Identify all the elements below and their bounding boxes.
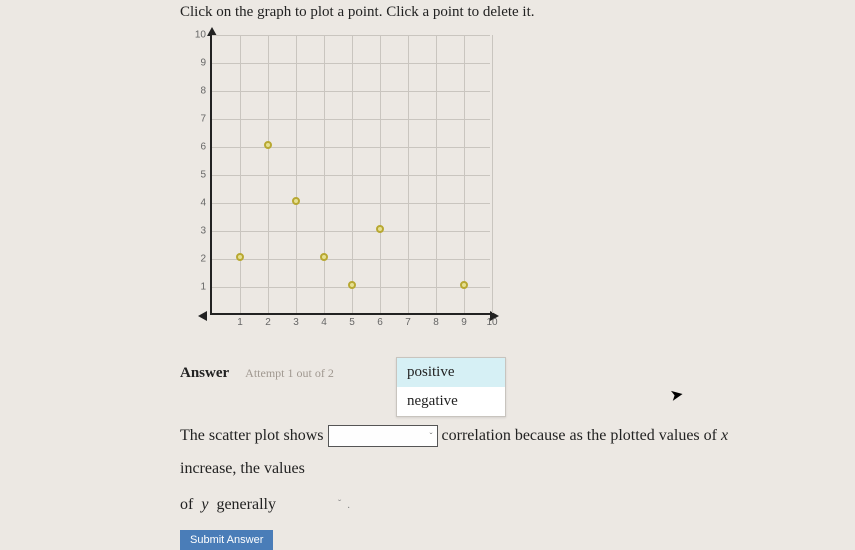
x-tick-label: 1	[237, 317, 243, 328]
correlation-select[interactable]: ˇ	[328, 425, 438, 447]
sentence-part1: The scatter plot shows	[180, 422, 324, 451]
gridline-v	[352, 35, 353, 313]
scatter-point[interactable]	[320, 253, 328, 261]
attempt-counter: Attempt 1 out of 2	[245, 366, 334, 381]
sentence-part3: increase, the values	[180, 455, 305, 484]
scatter-graph[interactable]: 1 2 3 4 5 6 7 8 9 10 1 2 3 4 5 6 7 8 9 10	[180, 27, 500, 337]
gridline-v	[464, 35, 465, 313]
gridline-h	[212, 203, 490, 204]
scatter-point[interactable]	[292, 197, 300, 205]
direction-select[interactable]: ˇ .	[284, 494, 354, 516]
y-tick-label: 2	[200, 254, 206, 265]
y-tick-label: 10	[195, 30, 206, 41]
gridline-h	[212, 147, 490, 148]
correlation-dropdown-open[interactable]: positivenegative	[396, 357, 506, 417]
gridline-v	[240, 35, 241, 313]
x-tick-label: 8	[433, 317, 439, 328]
sentence-part2: correlation because as the plotted value…	[442, 422, 717, 451]
plot-area[interactable]: 1234567891012345678910	[210, 35, 490, 315]
gridline-h	[212, 119, 490, 120]
submit-answer-button[interactable]: Submit Answer	[180, 530, 273, 550]
variable-y: y	[201, 496, 208, 514]
x-tick-label: 6	[377, 317, 383, 328]
y-tick-label: 5	[200, 170, 206, 181]
variable-x: x	[721, 422, 728, 451]
gridline-v	[324, 35, 325, 313]
gridline-v	[492, 35, 493, 313]
x-tick-label: 7	[405, 317, 411, 328]
y-tick-label: 1	[200, 282, 206, 293]
gridline-v	[296, 35, 297, 313]
scatter-point[interactable]	[376, 225, 384, 233]
gridline-h	[212, 231, 490, 232]
x-tick-label: 9	[461, 317, 467, 328]
answer-section: Answer Attempt 1 out of 2 positivenegati…	[180, 365, 855, 550]
gridline-v	[268, 35, 269, 313]
y-tick-label: 8	[200, 86, 206, 97]
y-tick-label: 6	[200, 142, 206, 153]
gridline-v	[380, 35, 381, 313]
gridline-h	[212, 35, 490, 36]
scatter-point[interactable]	[460, 281, 468, 289]
x-tick-label: 3	[293, 317, 299, 328]
gridline-h	[212, 63, 490, 64]
chevron-down-icon: ˇ	[430, 428, 433, 444]
gridline-h	[212, 175, 490, 176]
y-tick-label: 4	[200, 198, 206, 209]
x-tick-label: 2	[265, 317, 271, 328]
dropdown-option-negative[interactable]: negative	[397, 387, 505, 416]
x-tick-label: 4	[321, 317, 327, 328]
x-tick-label: 10	[486, 317, 497, 328]
gridline-h	[212, 91, 490, 92]
sentence-row2-a: of	[180, 496, 193, 514]
y-tick-label: 9	[200, 58, 206, 69]
answer-label: Answer	[180, 365, 229, 382]
scatter-point[interactable]	[264, 141, 272, 149]
scatter-point[interactable]	[348, 281, 356, 289]
gridline-v	[408, 35, 409, 313]
instruction-text: Click on the graph to plot a point. Clic…	[180, 0, 855, 27]
y-tick-label: 7	[200, 114, 206, 125]
x-axis-neg-arrow-icon	[198, 311, 207, 321]
dropdown-option-positive[interactable]: positive	[397, 358, 505, 387]
gridline-v	[436, 35, 437, 313]
x-tick-label: 5	[349, 317, 355, 328]
chevron-down-icon: ˇ	[338, 499, 341, 510]
sentence-row2-b: generally	[216, 496, 276, 514]
scatter-point[interactable]	[236, 253, 244, 261]
y-tick-label: 3	[200, 226, 206, 237]
gridline-h	[212, 259, 490, 260]
